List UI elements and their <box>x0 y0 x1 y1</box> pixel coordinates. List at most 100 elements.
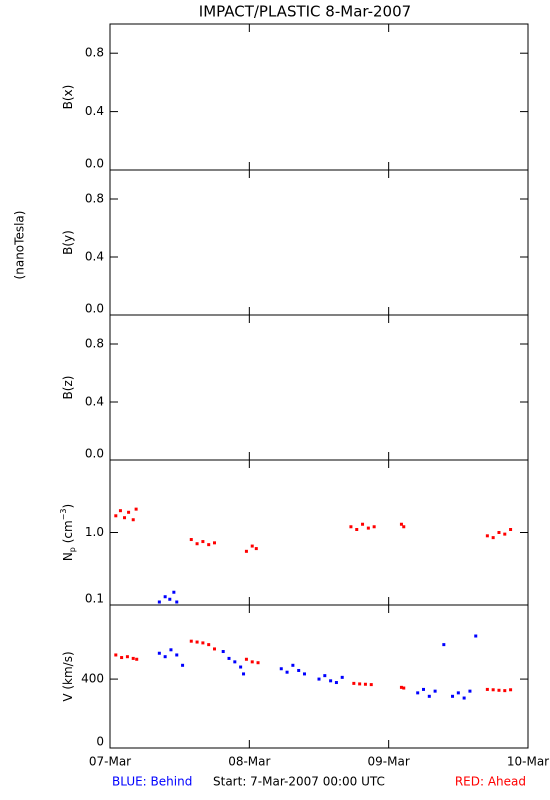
y-tick-label: 0.4 <box>85 104 104 118</box>
data-point <box>468 689 472 693</box>
y-tick-label: 0.0 <box>85 302 104 316</box>
data-point <box>491 536 495 540</box>
y-tick-label: 400 <box>81 672 104 686</box>
data-point <box>201 641 205 645</box>
data-point <box>157 600 161 604</box>
data-point <box>189 639 193 643</box>
data-point <box>189 538 193 542</box>
data-point <box>340 675 344 679</box>
data-point <box>244 657 248 661</box>
y-tick-label: 0.8 <box>85 337 104 351</box>
data-point <box>451 694 455 698</box>
data-point <box>474 634 478 638</box>
data-point <box>233 660 237 664</box>
data-point <box>213 541 216 545</box>
data-point <box>114 653 118 657</box>
data-point <box>125 655 129 659</box>
data-point <box>355 527 359 531</box>
data-point <box>279 667 283 671</box>
data-point <box>134 507 138 511</box>
data-point <box>169 648 173 652</box>
data-point <box>361 522 365 526</box>
data-point <box>131 656 135 660</box>
data-point <box>416 691 420 695</box>
data-point <box>123 516 127 520</box>
data-point <box>503 532 507 536</box>
data-point <box>485 687 489 691</box>
data-point <box>317 677 321 681</box>
x-tick-label: 09-Mar <box>368 755 410 769</box>
panel-frame <box>109 169 529 316</box>
y-axis-label-part: B(y) <box>61 230 75 255</box>
chart-title: IMPACT/PLASTIC 8-Mar-2007 <box>199 3 411 21</box>
data-point <box>256 661 260 665</box>
x-tick-label: 10-Mar <box>507 755 549 769</box>
y-axis-label-part: N <box>61 552 75 561</box>
panel-frame <box>109 604 529 749</box>
data-point <box>456 691 460 695</box>
data-point <box>497 531 501 534</box>
start-label: Start: 7-Mar-2007 00:00 UTC <box>213 775 385 789</box>
y-tick-label: 0.4 <box>85 250 104 264</box>
data-point <box>402 686 406 690</box>
legend-entry: BLUE: Behind <box>112 775 192 789</box>
data-point <box>181 663 185 667</box>
data-point <box>207 643 211 647</box>
y-axis-label: B(x) <box>61 85 75 110</box>
data-point <box>334 681 338 685</box>
data-point <box>118 509 122 513</box>
data-point <box>399 522 403 526</box>
y-axis-label-part: −3 <box>59 509 68 521</box>
panel-frame <box>109 314 529 461</box>
data-point <box>485 534 489 538</box>
data-point <box>302 672 306 676</box>
data-point <box>131 518 135 522</box>
data-point <box>462 696 466 700</box>
data-point <box>427 694 431 698</box>
data-point <box>120 656 124 660</box>
y-tick-label: 1.0 <box>85 525 104 539</box>
panel-frame <box>109 459 529 606</box>
data-point <box>207 543 211 547</box>
x-tick-label: 08-Mar <box>228 755 270 769</box>
panel-frame <box>109 23 529 171</box>
y-axis-label-part: ) <box>61 504 75 509</box>
data-point <box>399 685 403 689</box>
data-point <box>329 679 333 683</box>
data-point <box>442 643 446 647</box>
data-point <box>297 668 301 672</box>
data-point <box>366 526 370 530</box>
y-tick-label: 0.8 <box>85 192 104 206</box>
y-tick-label: 0.1 <box>85 592 104 606</box>
data-point <box>509 688 513 692</box>
data-point <box>433 689 437 693</box>
y-axis-label-part: V (km/s) <box>61 651 75 701</box>
y-tick-label: 0.8 <box>85 46 104 60</box>
data-point <box>503 689 507 693</box>
x-tick-label: 07-Mar <box>89 755 131 769</box>
y-axis-label-part: B(z) <box>61 376 75 400</box>
unit-label: (nanoTesla) <box>13 211 27 280</box>
data-point <box>114 514 118 518</box>
data-point <box>352 681 356 685</box>
data-point <box>372 525 376 529</box>
y-axis-label-part: B(x) <box>61 85 75 110</box>
data-point <box>509 527 513 531</box>
data-point <box>291 663 295 667</box>
data-point <box>254 547 258 551</box>
data-point <box>422 687 425 691</box>
data-point <box>491 688 495 692</box>
data-point <box>201 540 205 544</box>
y-axis-label: B(y) <box>61 230 75 255</box>
data-point <box>363 682 367 686</box>
data-point <box>172 590 176 594</box>
data-point <box>358 682 362 686</box>
data-point <box>227 656 231 660</box>
data-point <box>195 640 199 644</box>
data-point <box>244 549 248 553</box>
data-point <box>163 595 167 599</box>
legend-entry: RED: Ahead <box>455 775 526 789</box>
data-point <box>369 683 373 687</box>
data-point <box>163 655 167 659</box>
